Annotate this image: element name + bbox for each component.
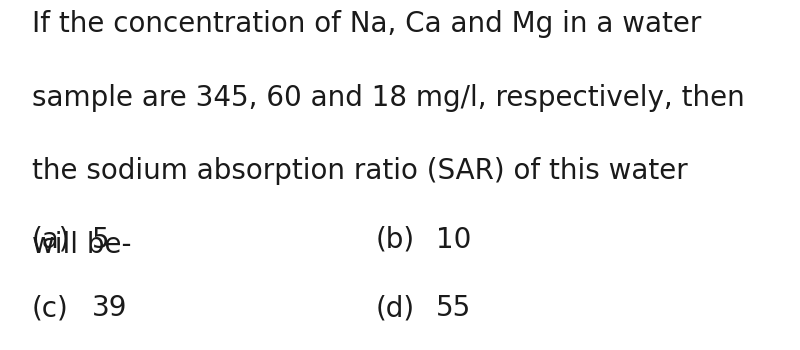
Text: If the concentration of Na, Ca and Mg in a water: If the concentration of Na, Ca and Mg in… (32, 10, 702, 38)
Text: (d): (d) (376, 294, 415, 322)
Text: will be-: will be- (32, 231, 131, 259)
Text: 5: 5 (92, 226, 110, 254)
Text: (c): (c) (32, 294, 69, 322)
Text: the sodium absorption ratio (SAR) of this water: the sodium absorption ratio (SAR) of thi… (32, 158, 688, 186)
Text: 10: 10 (436, 226, 471, 254)
Text: 55: 55 (436, 294, 471, 322)
Text: 39: 39 (92, 294, 127, 322)
Text: (a): (a) (32, 226, 70, 254)
Text: (b): (b) (376, 226, 415, 254)
Text: sample are 345, 60 and 18 mg/l, respectively, then: sample are 345, 60 and 18 mg/l, respecti… (32, 84, 745, 112)
